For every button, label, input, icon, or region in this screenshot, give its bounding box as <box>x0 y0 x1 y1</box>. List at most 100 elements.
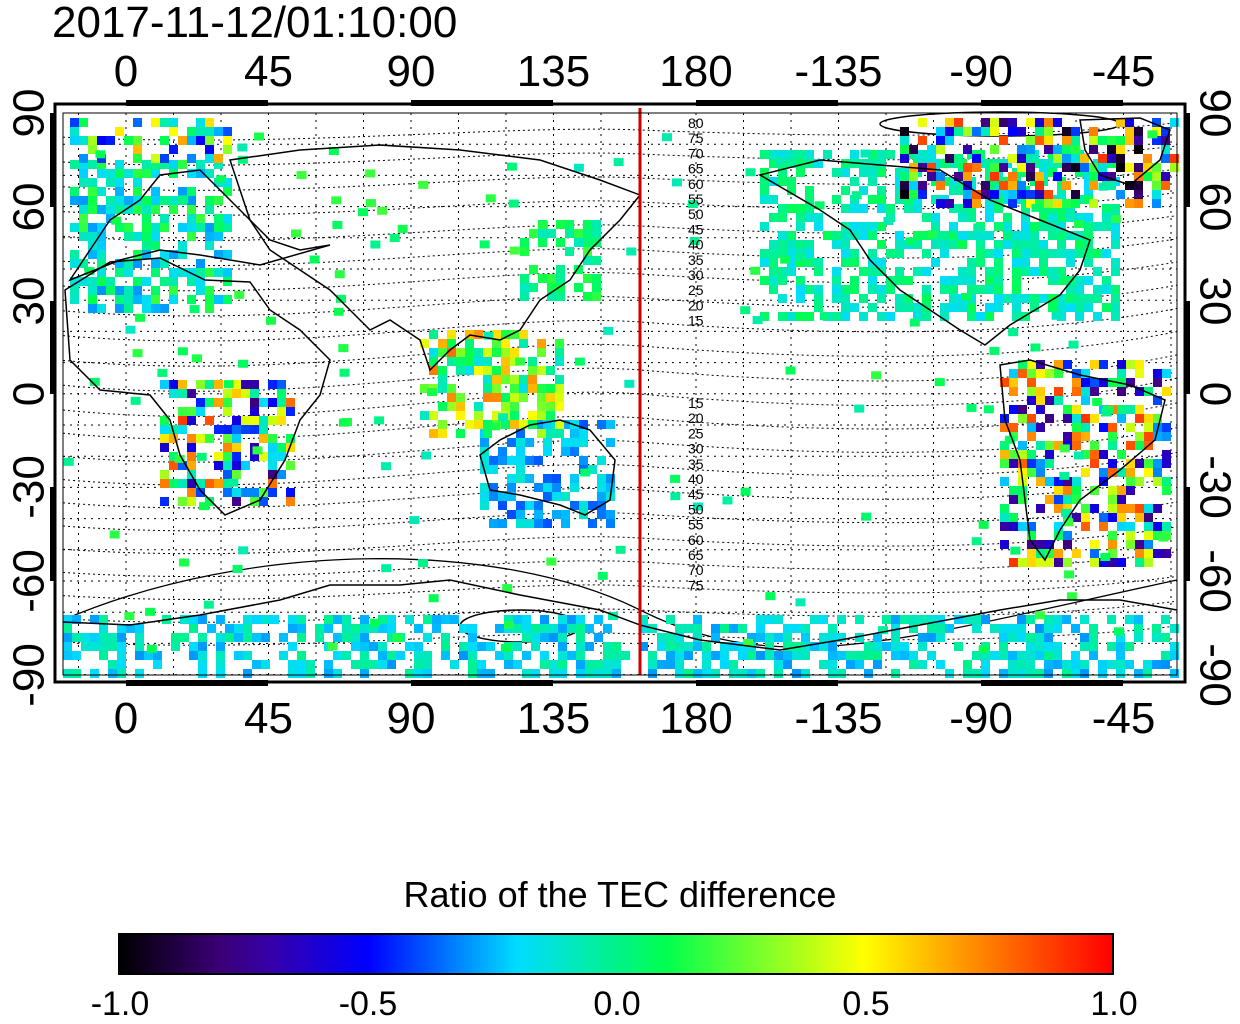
tec-cell <box>1057 186 1066 195</box>
tec-cell <box>994 276 1003 285</box>
tec-cell <box>178 250 187 259</box>
tec-cell <box>940 249 949 258</box>
tec-cell <box>277 407 286 416</box>
tec-cell <box>574 229 583 238</box>
tec-cell <box>365 169 376 178</box>
tec-cell <box>570 447 579 456</box>
tec-cell <box>88 160 97 169</box>
tec-cell <box>1102 276 1111 285</box>
tec-cell <box>931 213 940 222</box>
tec-cell <box>187 277 196 286</box>
tec-cell <box>519 375 528 384</box>
tec-cell <box>990 127 999 136</box>
tec-cell <box>1045 558 1054 567</box>
tec-cell <box>1027 468 1036 477</box>
tec-cell <box>468 633 477 642</box>
tec-cell <box>1027 450 1036 459</box>
tec-cell <box>88 205 97 214</box>
tec-cell <box>819 312 830 321</box>
tec-cell <box>918 190 927 199</box>
tec-cell <box>1125 118 1134 127</box>
tec-cell <box>97 187 106 196</box>
tec-cell <box>750 266 761 275</box>
tec-cell <box>223 380 234 389</box>
tec-cell <box>1135 405 1144 414</box>
tec-cell <box>288 615 297 624</box>
tec-cell <box>864 651 873 660</box>
tec-cell <box>841 240 850 249</box>
tec-cell <box>187 488 196 497</box>
tec-cell <box>88 145 97 154</box>
tec-cell <box>151 286 160 295</box>
tec-cell <box>1021 294 1030 303</box>
tec-cell <box>133 286 142 295</box>
tec-cell <box>837 615 846 624</box>
tec-cell <box>97 250 106 259</box>
tec-cell <box>1072 549 1081 558</box>
tec-cell <box>225 624 234 633</box>
tec-cell <box>729 642 738 651</box>
tec-cell <box>223 461 232 470</box>
tec-cell <box>796 159 805 168</box>
tec-cell <box>592 283 601 292</box>
tec-cell <box>1125 615 1134 624</box>
tec-cell <box>1027 387 1036 396</box>
tec-cell <box>675 660 684 669</box>
tec-cell <box>985 231 994 240</box>
tec-cell <box>509 246 520 255</box>
tec-cell <box>492 348 501 357</box>
tec-cell <box>70 127 79 136</box>
tec-cell <box>945 154 954 163</box>
tec-cell <box>133 232 142 241</box>
tec-cell <box>949 186 958 195</box>
tec-cell <box>160 434 169 443</box>
tec-cell <box>423 615 432 624</box>
tec-cell <box>1017 154 1026 163</box>
tec-cell <box>70 118 79 127</box>
tec-cell <box>531 642 540 651</box>
tec-cell <box>729 624 738 633</box>
tec-cell <box>196 407 205 416</box>
tec-cell <box>429 411 438 420</box>
tec-cell <box>189 305 200 314</box>
tec-cell <box>1143 154 1152 163</box>
tec-cell <box>133 187 142 196</box>
tec-cell <box>936 127 945 136</box>
tec-cell <box>983 405 994 414</box>
tec-cell <box>796 168 805 177</box>
tec-cell <box>1036 468 1045 477</box>
tec-cell <box>405 615 414 624</box>
tec-cell <box>328 147 339 156</box>
tec-cell <box>555 420 564 429</box>
tec-cell <box>214 127 223 136</box>
tec-cell <box>214 425 223 434</box>
tec-cell <box>1143 163 1152 172</box>
tec-cell <box>474 366 483 375</box>
tec-cell <box>999 163 1008 172</box>
tec-cell <box>583 292 592 301</box>
tec-cell <box>1162 369 1171 378</box>
tec-cell <box>279 651 288 660</box>
tec-cell <box>814 258 823 267</box>
tec-cell <box>483 348 492 357</box>
frame-bar-top <box>411 100 553 106</box>
tec-cell <box>97 304 106 313</box>
tec-cell <box>243 624 252 633</box>
tec-cell <box>606 483 615 492</box>
tec-cell <box>794 252 805 261</box>
tec-cell <box>1054 396 1063 405</box>
tec-cell <box>1084 213 1093 222</box>
tec-cell <box>90 633 99 642</box>
tec-cell <box>1170 651 1179 660</box>
tec-cell <box>967 213 976 222</box>
tec-cell <box>178 407 187 416</box>
tec-cell <box>529 265 538 274</box>
tec-cell <box>513 624 522 633</box>
tec-cell <box>387 615 396 624</box>
contour-line <box>62 261 1178 292</box>
tec-cell <box>1108 378 1117 387</box>
tec-cell <box>268 380 277 389</box>
tec-cell <box>855 660 864 669</box>
tec-cell <box>1003 231 1012 240</box>
tec-cell <box>1099 468 1108 477</box>
